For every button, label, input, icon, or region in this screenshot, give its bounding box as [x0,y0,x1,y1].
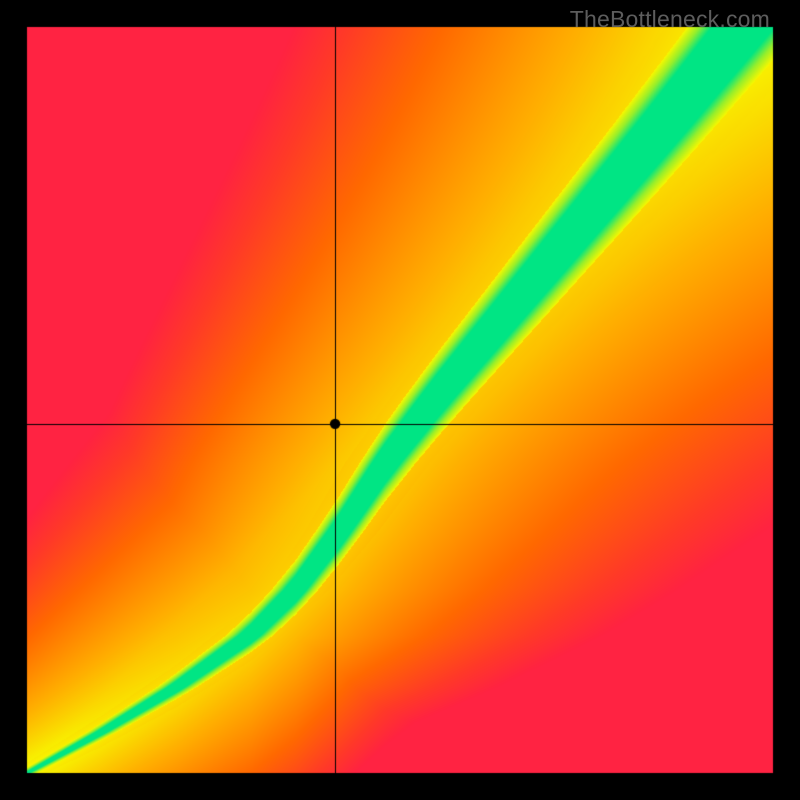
heatmap-canvas [0,0,800,800]
watermark-text: TheBottleneck.com [570,6,770,33]
chart-container: TheBottleneck.com [0,0,800,800]
